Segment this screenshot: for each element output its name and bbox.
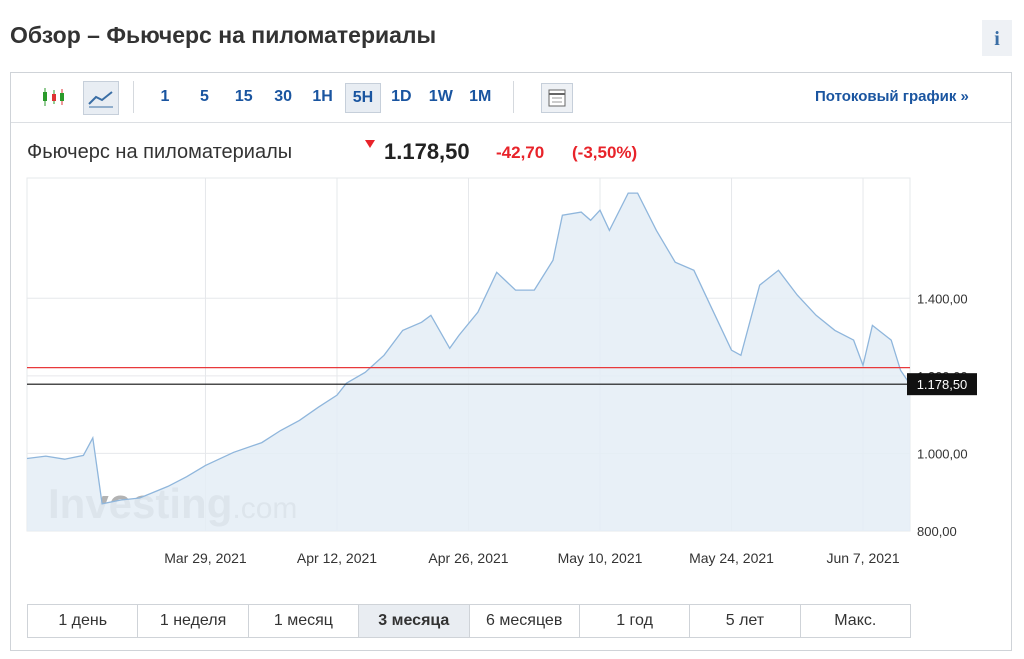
stream-link[interactable]: Потоковый график » bbox=[815, 88, 969, 105]
range-tab[interactable]: 3 месяца bbox=[359, 605, 470, 637]
interval-button[interactable]: 1H bbox=[312, 88, 333, 105]
quote-price: 1.178,50 bbox=[384, 139, 470, 164]
widget-frame bbox=[10, 72, 1012, 651]
toolbar: 1 5 15 30 1H 5H 1D 1W 1M bbox=[11, 73, 1011, 123]
area-fill bbox=[27, 193, 910, 531]
interval-button[interactable]: 15 bbox=[234, 88, 253, 105]
quote-change-percent: (-3,50%) bbox=[572, 143, 638, 162]
page-title: Обзор – Фьючерс на пиломатериалы bbox=[10, 22, 437, 48]
range-tabs: 1 день 1 неделя 1 месяц 3 месяца 6 месяцев 1 … bbox=[27, 604, 911, 638]
x-tick-label: Jun 7, 2021 bbox=[826, 550, 899, 566]
range-tab[interactable]: 1 неделя bbox=[138, 605, 249, 637]
quote-name: Фьючерс на пиломатериалы bbox=[27, 141, 293, 163]
down-arrow bbox=[365, 140, 375, 148]
interval-button[interactable]: 1M bbox=[469, 88, 492, 105]
y-tick-label: 1.400,00 bbox=[917, 291, 968, 306]
price-tag-label: 1.178,50 bbox=[917, 377, 968, 392]
range-tab[interactable]: Макс. bbox=[834, 612, 877, 629]
interval-button[interactable]: 5H bbox=[345, 83, 381, 113]
separator bbox=[133, 81, 134, 113]
range-tab[interactable]: 1 год bbox=[580, 605, 691, 637]
price-line bbox=[26, 192, 911, 505]
interval-button[interactable]: 5 bbox=[199, 88, 209, 105]
range-tab[interactable]: 1 месяц bbox=[249, 605, 360, 637]
x-tick-label: May 10, 2021 bbox=[558, 550, 643, 566]
x-tick-label: Apr 26, 2021 bbox=[428, 550, 508, 566]
range-tab[interactable]: 5 лет bbox=[690, 605, 801, 637]
price-tag bbox=[907, 373, 977, 396]
interval-button[interactable]: 1W bbox=[428, 88, 453, 105]
y-tick-label: 1.000,00 bbox=[917, 446, 968, 461]
range-tab[interactable]: 6 месяцев bbox=[470, 605, 580, 637]
quote-change: -42,70 bbox=[496, 143, 545, 162]
y-tick-label: 800,00 bbox=[917, 524, 957, 539]
interval-button[interactable]: 1D bbox=[391, 88, 412, 105]
line-icon[interactable] bbox=[83, 81, 119, 115]
separator bbox=[513, 81, 514, 113]
range-tab[interactable]: 1 день bbox=[28, 605, 139, 637]
x-tick-label: Apr 12, 2021 bbox=[297, 550, 377, 566]
interval-button[interactable]: 1 bbox=[160, 88, 170, 105]
candle-icon[interactable] bbox=[41, 85, 67, 109]
interval-button[interactable]: 30 bbox=[274, 88, 293, 105]
x-tick-label: Mar 29, 2021 bbox=[164, 550, 247, 566]
table-icon[interactable] bbox=[541, 83, 573, 113]
info-button[interactable]: i bbox=[982, 20, 1012, 56]
x-tick-label: May 24, 2021 bbox=[689, 550, 774, 566]
